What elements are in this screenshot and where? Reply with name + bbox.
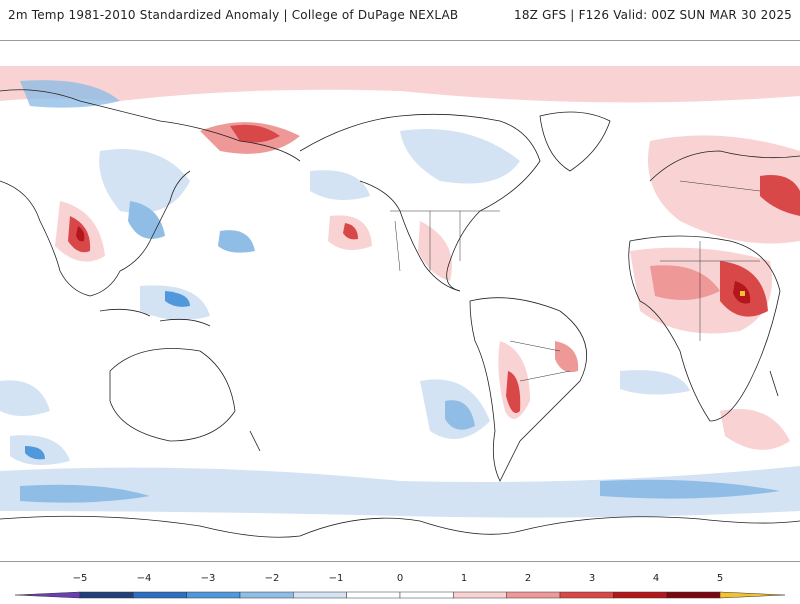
colorbar-tick-label: 1 bbox=[461, 573, 467, 584]
anomaly-area bbox=[20, 80, 120, 108]
anomaly-map bbox=[0, 40, 800, 562]
anomaly-area bbox=[343, 223, 358, 240]
colorbar-segment bbox=[559, 591, 614, 599]
colorbar-tick-label: −3 bbox=[201, 573, 216, 584]
colorbar-tick-label: −1 bbox=[329, 573, 344, 584]
coastline bbox=[249, 430, 261, 452]
colorbar-segment bbox=[186, 591, 241, 599]
coastline bbox=[769, 370, 779, 397]
coastline bbox=[628, 235, 781, 422]
coastline bbox=[0, 180, 121, 297]
anomaly-area bbox=[555, 341, 579, 373]
coastline bbox=[649, 150, 800, 182]
border-line bbox=[394, 220, 401, 272]
colorbar-tick-label: 4 bbox=[653, 573, 659, 584]
colorbar: −5 −4 −3 −2 −1 0 1 2 3 4 5 bbox=[0, 570, 800, 600]
colorbar-svg: −5 −4 −3 −2 −1 0 1 2 3 4 5 bbox=[14, 573, 786, 599]
anomaly-area bbox=[99, 149, 190, 213]
header: 2m Temp 1981-2010 Standardized Anomaly |… bbox=[0, 0, 800, 30]
colorbar-segment bbox=[239, 591, 294, 599]
colorbar-segment bbox=[666, 591, 721, 599]
anomaly-area bbox=[165, 291, 190, 307]
borders bbox=[390, 180, 761, 382]
colorbar-tick-label: −2 bbox=[265, 573, 280, 584]
anomaly-area bbox=[740, 291, 745, 296]
colorbar-segment bbox=[79, 591, 134, 599]
anomaly-area bbox=[25, 446, 45, 460]
colorbar-tick-label: 0 bbox=[397, 573, 403, 584]
colorbar-tick-label: 2 bbox=[525, 573, 531, 584]
anomaly-area bbox=[506, 371, 521, 414]
colorbar-tick-label: 5 bbox=[717, 573, 723, 584]
anomaly-area bbox=[650, 265, 720, 300]
colorbar-segment bbox=[613, 591, 667, 599]
anomaly-area bbox=[648, 135, 800, 244]
border-line bbox=[679, 180, 761, 192]
colorbar-segment bbox=[133, 591, 187, 599]
coastline bbox=[119, 170, 191, 272]
coastline bbox=[159, 318, 211, 327]
coastline bbox=[539, 111, 611, 172]
anomaly-shading bbox=[0, 66, 800, 518]
coastline bbox=[109, 348, 236, 442]
anomaly-area bbox=[620, 370, 690, 395]
colorbar-segment bbox=[293, 591, 347, 599]
map-canvas bbox=[0, 66, 800, 538]
anomaly-area bbox=[76, 226, 85, 242]
coastline bbox=[299, 113, 541, 292]
colorbar-tick-label: 3 bbox=[589, 573, 595, 584]
anomaly-area bbox=[418, 221, 452, 281]
colorbar-segment bbox=[399, 591, 454, 599]
anomaly-area bbox=[400, 129, 520, 184]
anomaly-area bbox=[230, 124, 280, 143]
colorbar-tick-label: −4 bbox=[137, 573, 152, 584]
colorbar-segment bbox=[453, 591, 507, 599]
coastline bbox=[469, 297, 587, 482]
anomaly-area bbox=[218, 230, 255, 253]
anomaly-area bbox=[445, 400, 475, 430]
model-run-info: 18Z GFS | F126 Valid: 00Z SUN MAR 30 202… bbox=[513, 8, 792, 22]
anomaly-area bbox=[0, 66, 800, 103]
anomaly-area bbox=[760, 175, 800, 216]
colorbar-segment bbox=[506, 591, 561, 599]
anomaly-area bbox=[20, 484, 150, 503]
anomaly-area bbox=[0, 380, 50, 416]
colorbar-tick-label: −5 bbox=[73, 573, 88, 584]
anomaly-area bbox=[720, 409, 790, 450]
coastline bbox=[359, 180, 461, 292]
border-line bbox=[509, 340, 561, 352]
colorbar-extend-high bbox=[719, 591, 786, 599]
anomaly-area bbox=[310, 170, 370, 200]
anomaly-area bbox=[600, 479, 780, 499]
coastline bbox=[0, 515, 800, 538]
map-title: 2m Temp 1981-2010 Standardized Anomaly |… bbox=[8, 8, 459, 22]
coastline bbox=[99, 308, 151, 317]
border-line bbox=[519, 370, 571, 382]
colorbar-segment bbox=[346, 591, 401, 599]
anomaly-area bbox=[0, 466, 800, 518]
coastlines bbox=[0, 89, 800, 538]
coastline bbox=[0, 89, 301, 162]
colorbar-extend-low bbox=[14, 591, 81, 599]
